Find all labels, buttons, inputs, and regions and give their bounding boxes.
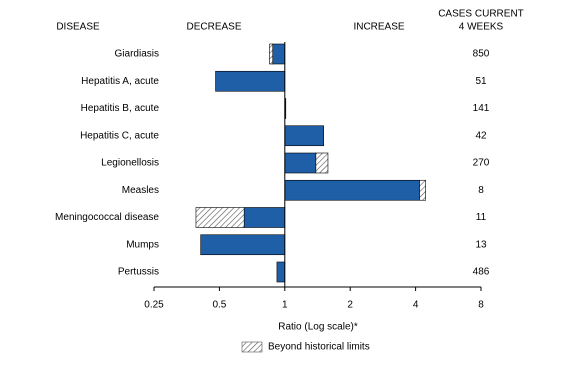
beyond-limits-bar <box>269 43 274 65</box>
bar <box>272 43 286 65</box>
category-label: Pertussis <box>118 267 159 278</box>
x-tick-label: 1 <box>282 300 288 311</box>
category-label: Hepatitis B, acute <box>81 103 160 114</box>
cases-value: 850 <box>473 49 490 60</box>
cases-header: CASES CURRENT <box>438 9 524 20</box>
bar <box>243 207 286 228</box>
beyond-limits-bar <box>419 179 426 201</box>
category-label: Meningococcal disease <box>55 212 159 223</box>
x-tick-label: 0.5 <box>212 300 226 311</box>
x-tick-label: 0.25 <box>144 300 164 311</box>
bar <box>284 179 420 201</box>
x-axis-label: Ratio (Log scale)* <box>278 322 358 333</box>
cases-value: 270 <box>473 158 490 169</box>
category-label: Measles <box>122 185 159 196</box>
increase-header: INCREASE <box>353 22 404 33</box>
x-tick-label: 8 <box>478 300 484 311</box>
cases-header: 4 WEEKS <box>459 22 504 33</box>
category-label: Hepatitis A, acute <box>81 76 159 87</box>
legend-swatch <box>241 341 263 353</box>
x-tick-label: 4 <box>413 300 419 311</box>
cases-value: 8 <box>478 185 484 196</box>
cases-value: 42 <box>475 130 487 141</box>
disease-header: DISEASE <box>56 22 100 33</box>
cases-value: 141 <box>473 103 490 114</box>
bar <box>284 152 317 174</box>
category-label: Mumps <box>126 239 159 250</box>
category-label: Hepatitis C, acute <box>80 130 159 141</box>
cases-value: 486 <box>473 267 490 278</box>
category-label: Legionellosis <box>101 158 159 169</box>
bar <box>200 234 286 256</box>
bar <box>276 261 286 283</box>
legend-label: Beyond historical limits <box>268 342 370 353</box>
beyond-limits-bar <box>315 152 329 174</box>
beyond-limits-bar <box>195 207 245 228</box>
x-tick-label: 2 <box>347 300 353 311</box>
bar <box>284 125 324 147</box>
cases-value: 11 <box>476 212 487 223</box>
decrease-header: DECREASE <box>186 22 241 33</box>
cases-value: 13 <box>475 239 487 250</box>
cases-value: 51 <box>475 76 487 87</box>
bar <box>215 70 286 92</box>
category-label: Giardiasis <box>115 49 159 60</box>
